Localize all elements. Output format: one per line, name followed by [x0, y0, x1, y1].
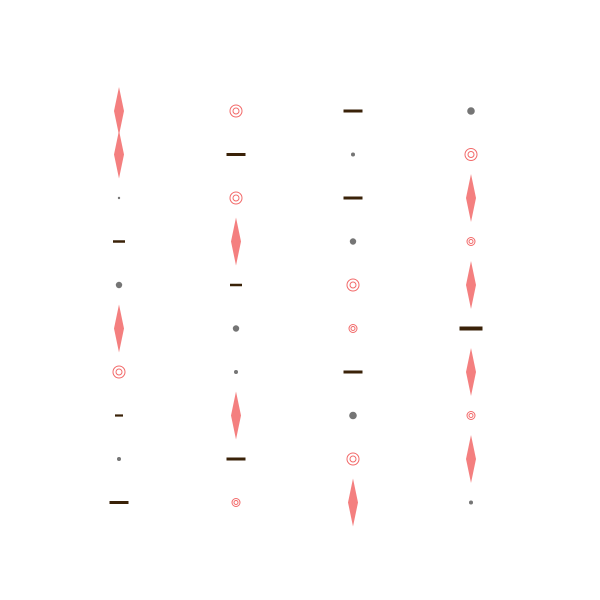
bar-glyph [226, 153, 246, 156]
dot-glyph [117, 457, 121, 461]
dot-glyph [349, 411, 357, 420]
ring-glyph [466, 411, 476, 420]
diamond-glyph [466, 261, 476, 309]
ring-glyph [346, 452, 360, 466]
bar-glyph [230, 283, 242, 287]
diamond-glyph [114, 130, 124, 179]
glyph-column-4 [459, 107, 483, 505]
ring-glyph [466, 237, 476, 246]
dot-glyph [351, 152, 355, 157]
diamond-glyph [231, 217, 241, 266]
bar-glyph [343, 370, 363, 374]
diamond-glyph [114, 87, 124, 135]
ring-glyph [348, 324, 358, 333]
bar-glyph [109, 501, 129, 504]
diamond-glyph [114, 304, 124, 353]
ring-glyph [464, 148, 478, 161]
glyph-column-1 [109, 87, 129, 504]
dot-glyph [115, 281, 123, 289]
ring-glyph [229, 104, 243, 118]
diamond-glyph [348, 478, 358, 527]
bar-glyph [115, 414, 123, 417]
diamond-glyph [466, 435, 476, 483]
dot-glyph [234, 370, 238, 374]
bar-glyph [113, 240, 125, 243]
glyph-column-3 [343, 109, 363, 527]
bar-glyph [459, 326, 483, 331]
diamond-glyph [231, 391, 241, 440]
ring-glyph [229, 191, 243, 205]
dot-glyph [117, 196, 121, 200]
diamond-glyph [466, 174, 476, 222]
bar-glyph [226, 457, 246, 461]
bar-glyph [343, 196, 363, 200]
glyph-column-2 [226, 104, 246, 507]
dot-glyph [469, 500, 473, 505]
dot-glyph [349, 238, 357, 245]
bar-glyph [343, 109, 363, 113]
ring-glyph [346, 278, 360, 292]
diamond-glyph [466, 348, 476, 396]
dot-glyph [467, 107, 475, 115]
ring-glyph [231, 498, 241, 507]
ring-glyph [112, 365, 126, 379]
dot-glyph [232, 325, 240, 332]
